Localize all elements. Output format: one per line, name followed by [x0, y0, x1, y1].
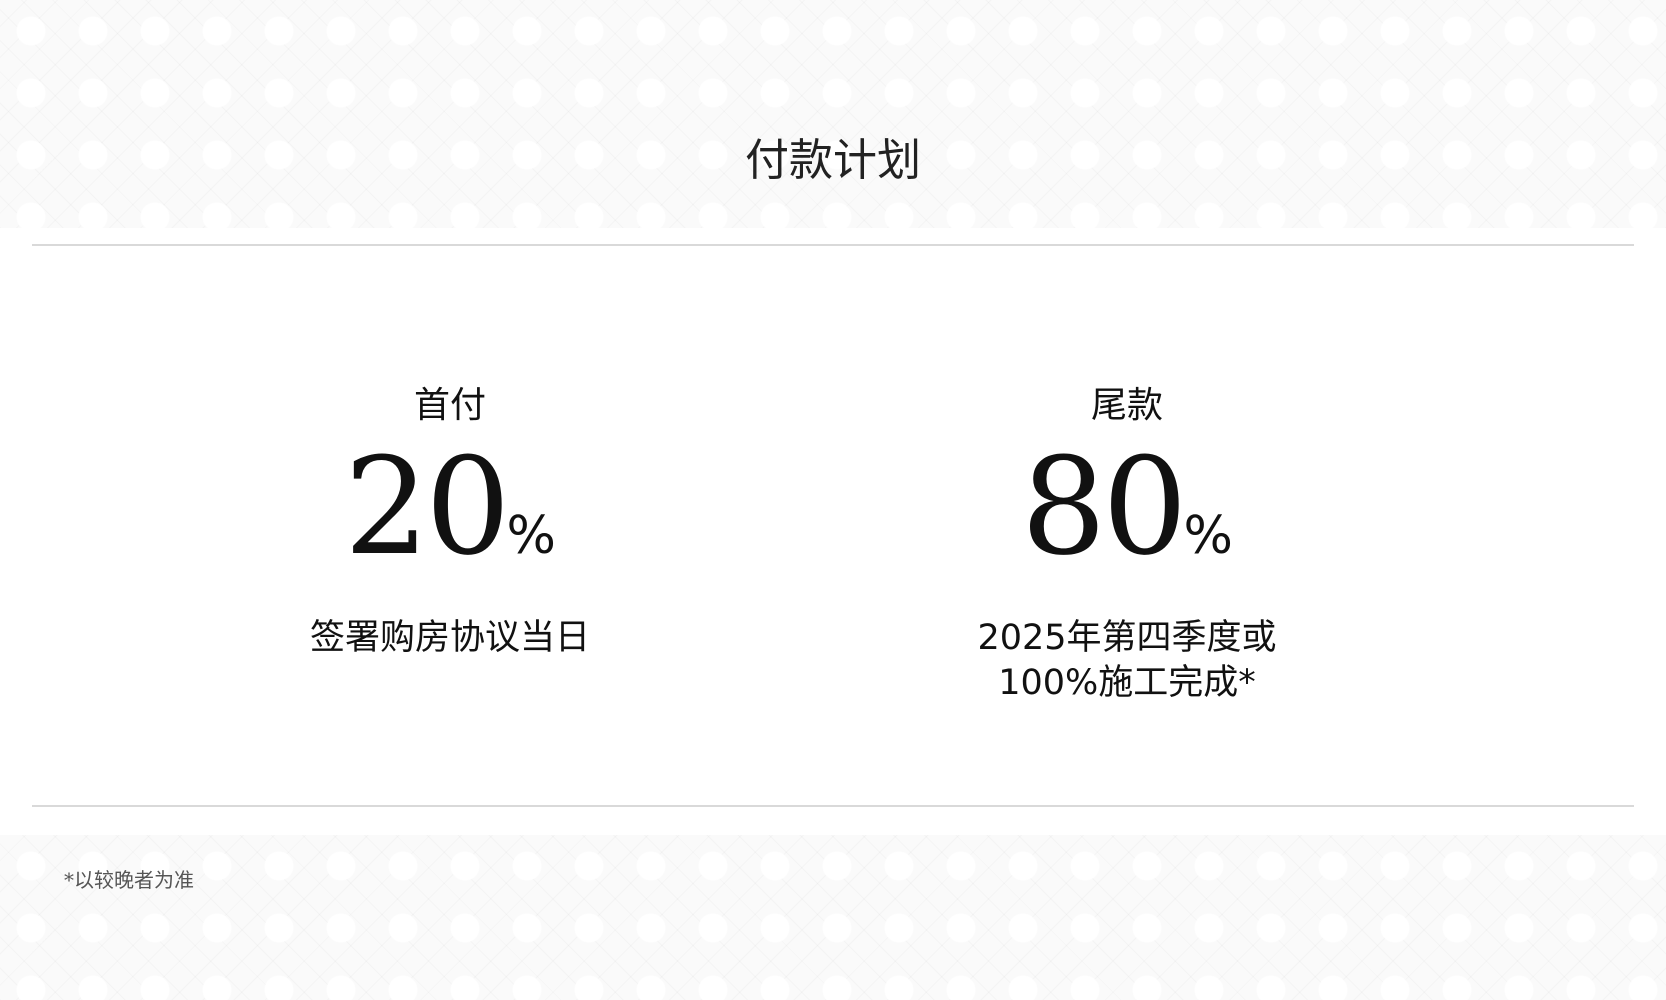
plan-description: 2025年第四季度或 100%施工完成*: [977, 618, 1277, 703]
plan-unit: %: [1183, 506, 1233, 566]
plan-label: 尾款: [1090, 385, 1163, 426]
footnote: *以较晚者为准: [64, 868, 194, 892]
plan-percentage: 80%: [827, 440, 1427, 574]
divider-bottom: [32, 805, 1634, 807]
plan-value: 20: [344, 429, 511, 585]
divider-top: [32, 244, 1634, 246]
plan-value: 80: [1021, 429, 1188, 585]
decorative-pattern-top: [0, 0, 1666, 228]
decorative-pattern-bottom: [0, 835, 1666, 1000]
page-title: 付款计划: [745, 135, 921, 186]
plan-percentage: 20%: [150, 440, 750, 574]
plan-down-payment: 首付 20% 签署购房协议当日: [150, 380, 750, 661]
plan-final-payment: 尾款 80% 2025年第四季度或 100%施工完成*: [827, 380, 1427, 706]
plan-unit: %: [506, 506, 556, 566]
plan-description: 签署购房协议当日: [309, 618, 590, 658]
plan-label: 首付: [413, 385, 486, 426]
